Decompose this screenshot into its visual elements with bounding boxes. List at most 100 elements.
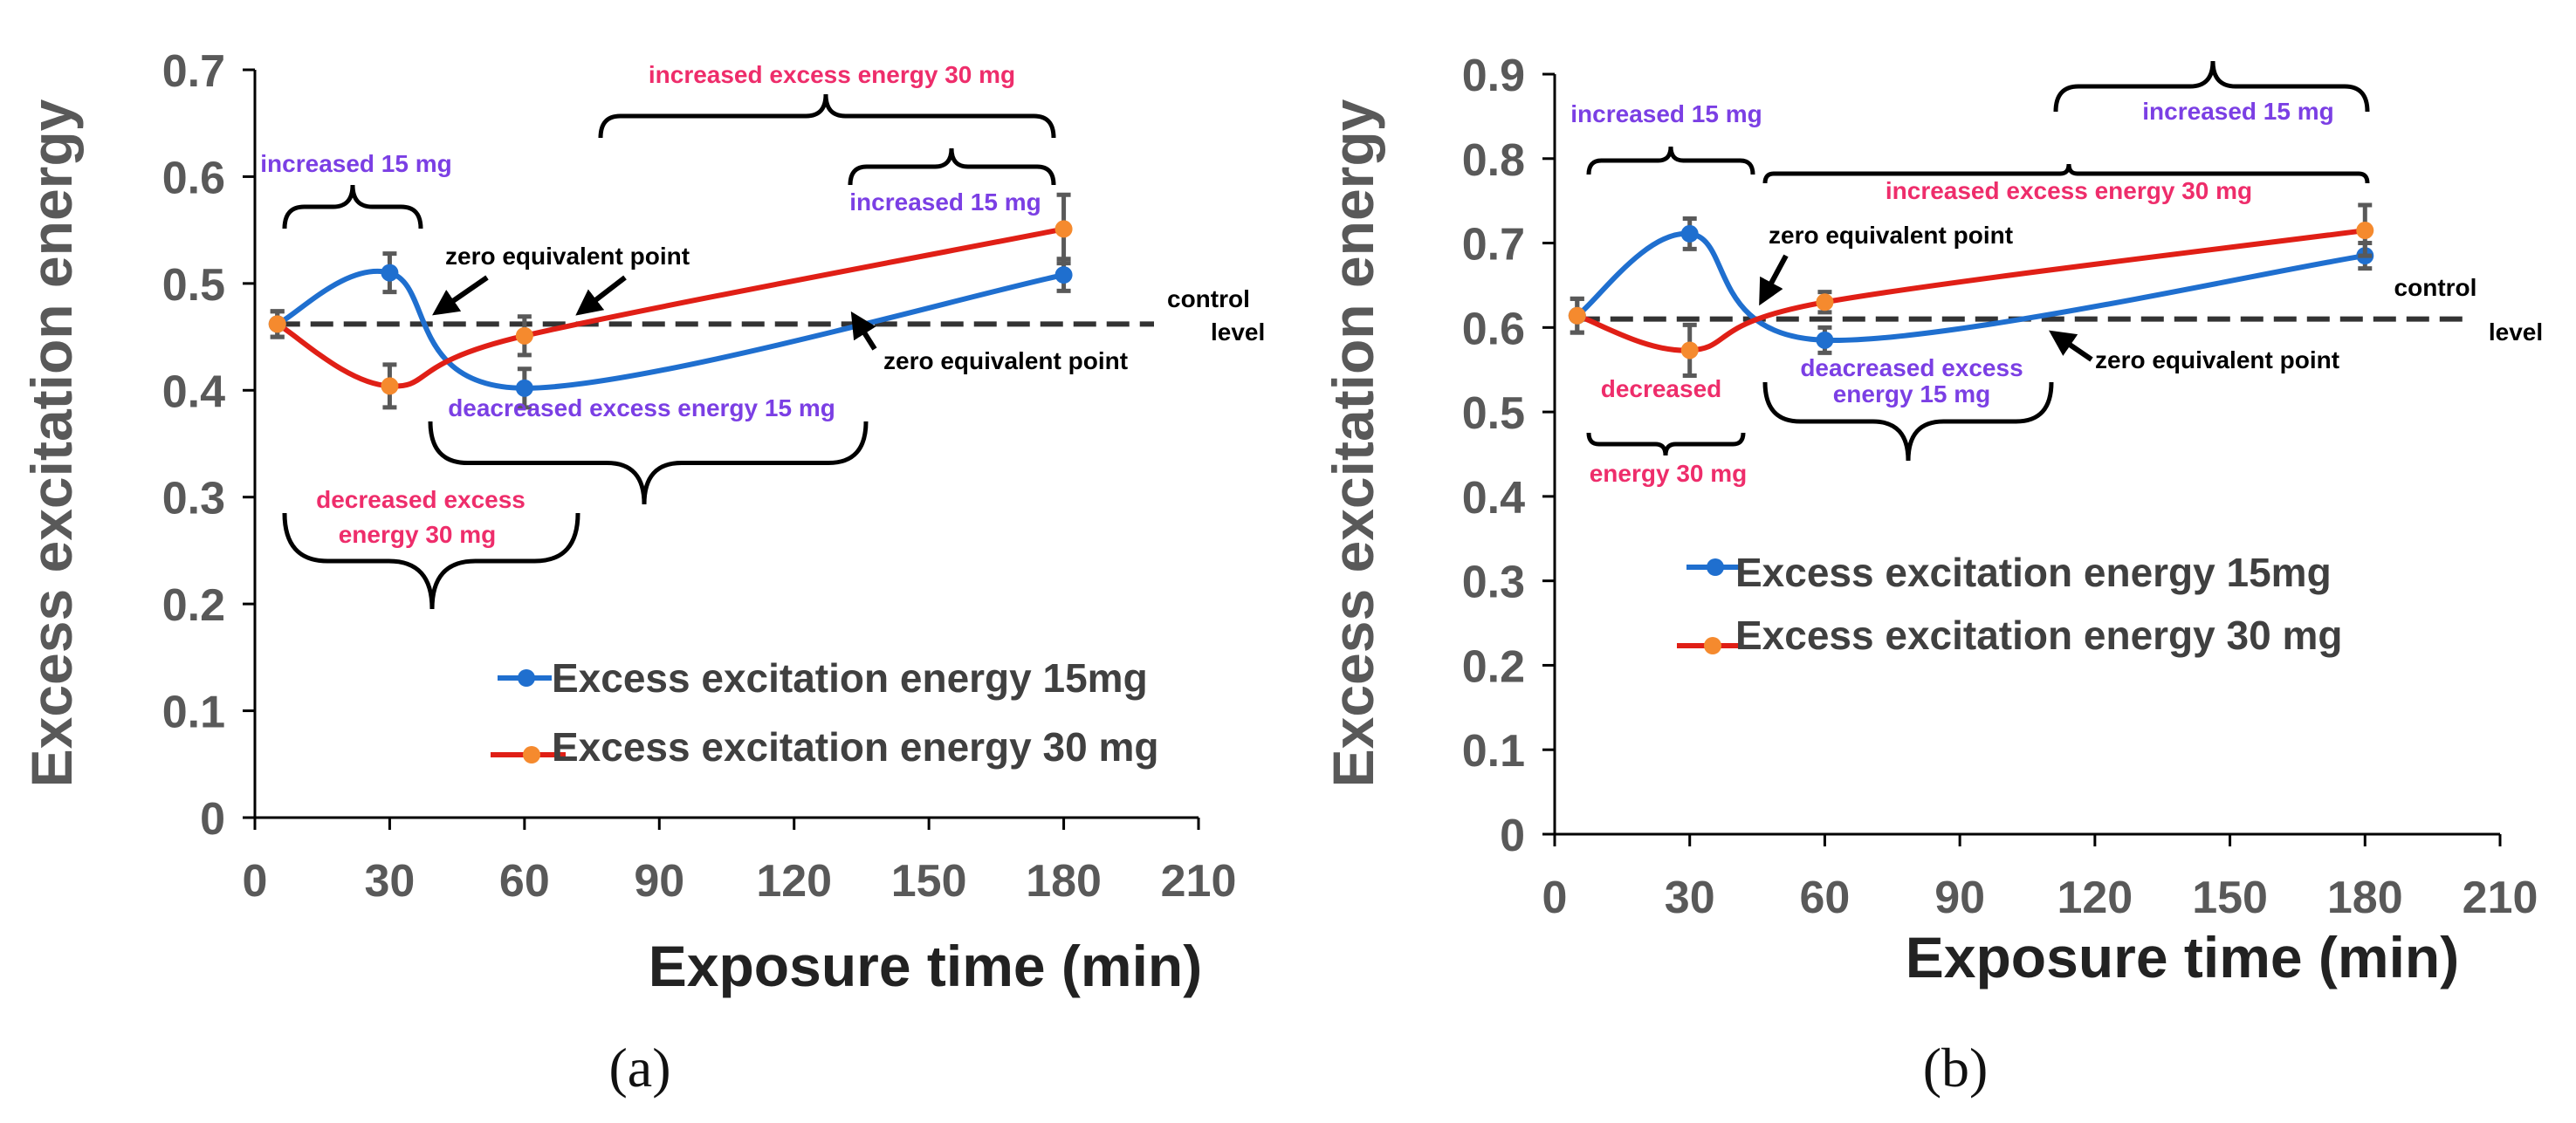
brace bbox=[1762, 163, 2370, 184]
x-tick-label: 0 bbox=[243, 856, 268, 907]
y-tick-label: 0.9 bbox=[1462, 51, 1525, 101]
annotation-label: zero equivalent point bbox=[445, 243, 690, 270]
x-tick-label: 0 bbox=[1542, 873, 1568, 923]
x-tick-label: 90 bbox=[1934, 873, 1985, 923]
data-point-30mg bbox=[1568, 306, 1586, 325]
annotation-label: deacreased excess bbox=[1800, 354, 2023, 381]
legend-marker-30mg bbox=[1704, 637, 1721, 654]
annotation-label: energy 30 mg bbox=[1590, 460, 1748, 487]
annotation-arrow bbox=[575, 275, 627, 316]
y-tick-label: 0.6 bbox=[1462, 304, 1525, 354]
y-tick-label: 0 bbox=[1500, 811, 1525, 861]
annotation-label: control bbox=[1167, 285, 1250, 312]
legend-marker-15mg bbox=[1707, 558, 1724, 576]
annotation-arrow bbox=[2049, 330, 2093, 362]
brace bbox=[282, 184, 423, 229]
y-tick-label: 0.7 bbox=[162, 46, 225, 97]
x-tick-label: 180 bbox=[2327, 873, 2403, 923]
annotation-label: zero equivalent point bbox=[1769, 222, 2013, 249]
data-point-30mg bbox=[1054, 220, 1073, 238]
annotation-label: increased 15 mg bbox=[1570, 100, 1762, 127]
annotation-label: zero equivalent point bbox=[883, 347, 1128, 374]
y-tick-label: 0.5 bbox=[162, 260, 225, 311]
legend-label-15mg: Excess excitation energy 15mg bbox=[552, 655, 1148, 701]
legend-label-15mg: Excess excitation energy 15mg bbox=[1735, 550, 2332, 595]
legend-label-30mg: Excess excitation energy 30 mg bbox=[1735, 613, 2342, 658]
legend-label-30mg: Excess excitation energy 30 mg bbox=[552, 724, 1158, 770]
annotation-label: increased excess energy 30 mg bbox=[1886, 177, 2252, 204]
x-tick-label: 120 bbox=[756, 856, 832, 907]
x-tick-label: 150 bbox=[2192, 873, 2268, 923]
x-tick-label: 210 bbox=[2463, 873, 2538, 923]
annotation-label: control bbox=[2394, 274, 2477, 301]
annotation-label: level bbox=[2489, 318, 2543, 346]
data-point-15mg bbox=[381, 264, 399, 282]
series-line-15mg bbox=[276, 268, 1065, 391]
brace bbox=[1586, 432, 1746, 456]
y-tick-label: 0.4 bbox=[1462, 473, 1525, 524]
annotation-label: decreased bbox=[1601, 375, 1722, 402]
y-tick-label: 0.6 bbox=[162, 153, 225, 203]
x-tick-label: 150 bbox=[891, 856, 967, 907]
series-line-15mg bbox=[1575, 230, 2366, 343]
data-point-15mg bbox=[1680, 224, 1699, 243]
annotation-label: increased 15 mg bbox=[2142, 98, 2333, 125]
x-axis-title: Exposure time (min) bbox=[649, 934, 1202, 998]
y-tick-label: 0.4 bbox=[162, 366, 225, 417]
y-tick-label: 0.7 bbox=[1462, 220, 1525, 270]
annotation-label: increased 15 mg bbox=[260, 150, 451, 177]
panel-label: (b) bbox=[1923, 1037, 1989, 1099]
data-point-30mg bbox=[1816, 293, 1834, 312]
y-tick-label: 0.8 bbox=[1462, 135, 1525, 186]
panel-label: (a) bbox=[608, 1037, 670, 1099]
chart-panel-b: 0 0.1 0.2 0.3 0.4 0.5 0.6 0.7 0.8 0.9 0 30 60 90 120 15… bbox=[1321, 51, 2543, 1099]
y-tick-label: 0 bbox=[200, 794, 225, 845]
y-tick-label: 0.3 bbox=[162, 474, 225, 524]
brace bbox=[282, 512, 580, 610]
data-point-15mg bbox=[515, 379, 533, 397]
y-tick-label: 0.5 bbox=[1462, 388, 1525, 439]
series-line-30mg bbox=[1576, 228, 2366, 353]
x-tick-label: 180 bbox=[1026, 856, 1102, 907]
y-tick-label: 0.2 bbox=[162, 580, 225, 631]
chart-panel-a: 0 0.1 0.2 0.3 0.4 0.5 0.6 0.7 0 30 60 90 120 150 180 21… bbox=[19, 46, 1265, 1099]
annotation-label: increased excess energy 30 mg bbox=[649, 61, 1015, 88]
data-point-30mg bbox=[2356, 222, 2374, 240]
x-axis-title: Exposure time (min) bbox=[1906, 925, 2459, 989]
series-line-30mg bbox=[276, 226, 1065, 389]
data-point-30mg bbox=[268, 315, 286, 333]
legend-marker-30mg bbox=[523, 746, 540, 764]
data-point-15mg bbox=[1816, 331, 1834, 349]
annotation-arrow bbox=[432, 275, 489, 316]
x-tick-label: 90 bbox=[634, 856, 684, 907]
annotation-label: energy 30 mg bbox=[339, 521, 497, 548]
y-axis-title: Excess excitation energy bbox=[19, 99, 84, 787]
brace bbox=[1762, 381, 2054, 462]
x-tick-label: 30 bbox=[1665, 873, 1715, 923]
y-tick-label: 0.2 bbox=[1462, 641, 1525, 692]
legend-marker-15mg bbox=[518, 669, 535, 687]
data-point-15mg bbox=[1054, 266, 1073, 284]
y-tick-label: 0.1 bbox=[162, 688, 225, 738]
data-point-30mg bbox=[1680, 341, 1699, 359]
annotation-arrow bbox=[1759, 254, 1789, 306]
y-axis-title: Excess excitation energy bbox=[1321, 99, 1385, 787]
y-tick-label: 0.1 bbox=[1462, 726, 1525, 777]
data-point-30mg bbox=[381, 377, 399, 395]
x-tick-label: 60 bbox=[499, 856, 550, 907]
annotation-label: deacreased excess energy 15 mg bbox=[448, 394, 835, 421]
data-point-30mg bbox=[515, 326, 533, 345]
annotation-label: decreased excess bbox=[316, 486, 526, 513]
annotation-label: increased 15 mg bbox=[849, 188, 1041, 216]
annotation-label: energy 15 mg bbox=[1833, 380, 1991, 407]
x-tick-label: 210 bbox=[1161, 856, 1237, 907]
annotation-label: level bbox=[1211, 318, 1265, 346]
annotation-arrow bbox=[850, 311, 877, 351]
x-tick-label: 60 bbox=[1800, 873, 1851, 923]
brace bbox=[848, 147, 1056, 186]
annotation-label: zero equivalent point bbox=[2095, 346, 2339, 373]
x-tick-label: 30 bbox=[365, 856, 416, 907]
y-tick-label: 0.3 bbox=[1462, 558, 1525, 608]
